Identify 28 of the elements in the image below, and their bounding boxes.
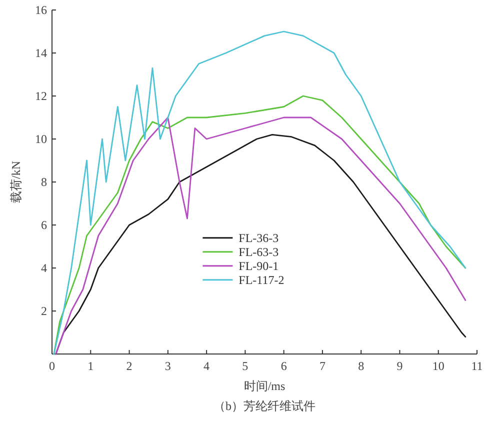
x-tick-label: 11 [471, 359, 483, 373]
y-tick-label: 2 [41, 304, 47, 318]
x-tick-label: 0 [49, 359, 55, 373]
x-tick-label: 8 [358, 359, 364, 373]
y-tick-label: 12 [35, 89, 47, 103]
y-tick-label: 8 [41, 175, 47, 189]
y-tick-label: 14 [35, 46, 47, 60]
y-tick-label: 16 [35, 3, 47, 17]
x-tick-label: 10 [432, 359, 444, 373]
x-tick-label: 7 [319, 359, 326, 373]
x-tick-label: 3 [164, 359, 171, 373]
legend-label: FL-36-3 [238, 230, 279, 245]
y-tick-label: 6 [41, 218, 47, 232]
x-tick-label: 4 [204, 359, 210, 373]
x-axis-title: 时间/ms [244, 379, 286, 393]
line-series [53, 30, 466, 355]
x-tick-label: 6 [280, 359, 287, 373]
y-tick-label: 4 [41, 261, 47, 275]
x-tick-label: 9 [396, 359, 403, 373]
legend-label: FL-90-1 [238, 258, 279, 273]
legend-label: FL-117-2 [238, 272, 284, 287]
x-tick-label: 2 [126, 359, 132, 373]
y-tick-label: 10 [35, 132, 47, 146]
y-axis-title: 载荷/kN [9, 160, 23, 203]
x-tick-label: 5 [242, 359, 248, 373]
text: （b）芳纶纤维试件 [214, 399, 316, 413]
legend-label: FL-63-3 [238, 244, 279, 259]
x-tick-label: 1 [88, 359, 94, 373]
